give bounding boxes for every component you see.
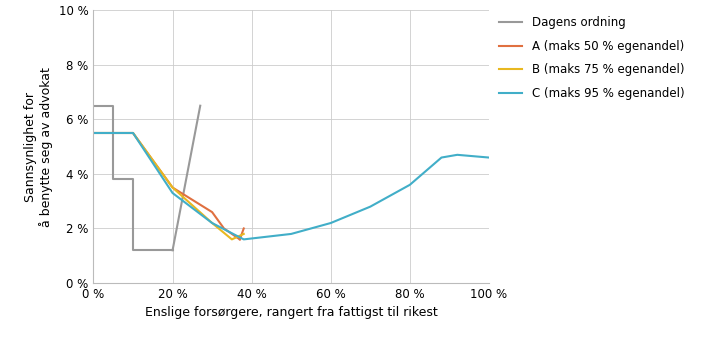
- Dagens ordning: [129, 248, 137, 252]
- A (maks 50 % egenandel): [220, 226, 229, 231]
- Dagens ordning: [109, 177, 118, 181]
- B (maks 75 % egenandel): [239, 232, 248, 236]
- B (maks 75 % egenandel): [129, 131, 137, 135]
- C (maks 95 % egenandel): [437, 155, 446, 160]
- C (maks 95 % egenandel): [366, 205, 375, 209]
- Dagens ordning: [109, 104, 118, 108]
- C (maks 95 % egenandel): [453, 153, 462, 157]
- X-axis label: Enslige forsørgere, rangert fra fattigst til rikest: Enslige forsørgere, rangert fra fattigst…: [145, 307, 438, 320]
- C (maks 95 % egenandel): [287, 232, 296, 236]
- Line: Dagens ordning: Dagens ordning: [93, 106, 173, 250]
- C (maks 95 % egenandel): [129, 131, 137, 135]
- C (maks 95 % egenandel): [485, 155, 493, 160]
- Legend: Dagens ordning, A (maks 50 % egenandel), B (maks 75 % egenandel), C (maks 95 % e: Dagens ordning, A (maks 50 % egenandel),…: [499, 16, 684, 100]
- C (maks 95 % egenandel): [168, 191, 177, 195]
- Line: C (maks 95 % egenandel): C (maks 95 % egenandel): [93, 133, 489, 239]
- B (maks 75 % egenandel): [168, 186, 177, 190]
- Y-axis label: Sannsynlighet for
å benytte seg av advokat: Sannsynlighet for å benytte seg av advok…: [24, 67, 53, 226]
- C (maks 95 % egenandel): [326, 221, 335, 225]
- C (maks 95 % egenandel): [406, 183, 414, 187]
- C (maks 95 % egenandel): [239, 237, 248, 241]
- Dagens ordning: [89, 104, 98, 108]
- Line: B (maks 75 % egenandel): B (maks 75 % egenandel): [93, 133, 244, 239]
- A (maks 50 % egenandel): [89, 131, 98, 135]
- A (maks 50 % egenandel): [208, 210, 216, 214]
- C (maks 95 % egenandel): [208, 221, 216, 225]
- Dagens ordning: [168, 248, 177, 252]
- A (maks 50 % egenandel): [236, 237, 244, 241]
- B (maks 75 % egenandel): [208, 221, 216, 225]
- A (maks 50 % egenandel): [236, 237, 244, 241]
- Line: A (maks 50 % egenandel): A (maks 50 % egenandel): [93, 133, 240, 239]
- Dagens ordning: [129, 177, 137, 181]
- B (maks 75 % egenandel): [89, 131, 98, 135]
- Dagens ordning: [168, 248, 177, 252]
- C (maks 95 % egenandel): [89, 131, 98, 135]
- B (maks 75 % egenandel): [227, 237, 236, 241]
- A (maks 50 % egenandel): [129, 131, 137, 135]
- A (maks 50 % egenandel): [168, 186, 177, 190]
